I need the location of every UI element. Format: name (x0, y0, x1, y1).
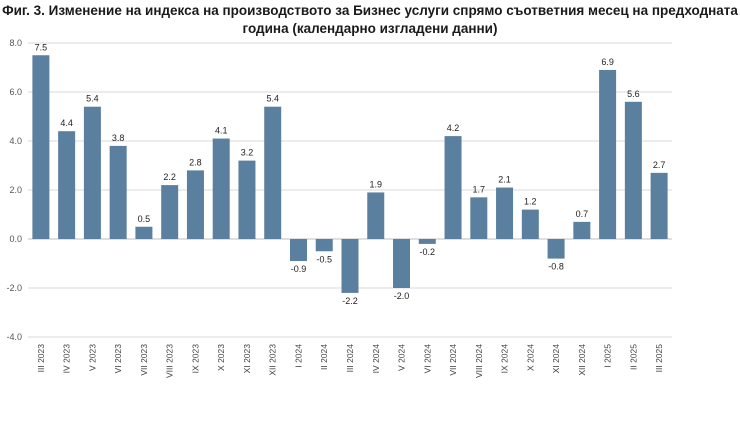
x-tick-label: V 2023 (87, 344, 97, 371)
x-tick-label: IV 2024 (371, 344, 381, 374)
bar (315, 239, 333, 252)
bar (161, 185, 179, 239)
bar (186, 170, 204, 239)
x-tick-label: XII 2023 (268, 344, 278, 376)
bar (367, 192, 385, 239)
chart-title-line-2: година (календарно изгладени данни) (242, 21, 498, 36)
data-label: 2.8 (189, 157, 202, 167)
data-label: 7.5 (35, 42, 48, 52)
data-label: -0.8 (548, 262, 564, 272)
chart-title: Фиг. 3. Изменение на индекса на производ… (0, 2, 740, 38)
x-tick-label: II 2025 (628, 344, 638, 370)
bar (341, 239, 359, 293)
data-label: 4.2 (447, 123, 460, 133)
bar (547, 239, 565, 259)
bar (58, 131, 76, 239)
bar (624, 101, 642, 239)
bar (238, 160, 256, 239)
bar (393, 239, 411, 288)
data-label: -0.5 (316, 254, 332, 264)
data-label: 2.1 (498, 175, 511, 185)
x-tick-label: VIII 2023 (165, 344, 175, 378)
x-tick-label: II 2024 (319, 344, 329, 370)
bar (289, 239, 307, 262)
bar (573, 221, 591, 239)
bar (599, 69, 617, 239)
data-label: 4.1 (215, 126, 228, 136)
y-tick-label: 0.0 (9, 234, 22, 244)
data-label: 4.4 (60, 118, 73, 128)
data-label: -0.2 (420, 247, 436, 257)
data-label: 1.7 (473, 184, 486, 194)
x-tick-label: III 2024 (345, 344, 355, 373)
data-label: 3.8 (112, 133, 125, 143)
x-tick-label: X 2023 (216, 344, 226, 371)
x-tick-label: III 2025 (654, 344, 664, 373)
bar (521, 209, 539, 239)
bar (109, 145, 127, 239)
x-tick-label: III 2023 (36, 344, 46, 373)
x-tick-label: XI 2024 (551, 344, 561, 374)
bar (212, 138, 230, 239)
x-tick-label: XI 2023 (242, 344, 252, 374)
y-tick-label: -2.0 (6, 283, 22, 293)
x-tick-label: V 2024 (397, 344, 407, 371)
x-tick-label: I 2024 (293, 344, 303, 368)
y-tick-label: 8.0 (9, 38, 22, 48)
x-tick-label: VII 2023 (139, 344, 149, 376)
bar (135, 226, 153, 239)
bar (470, 197, 488, 239)
x-tick-label: I 2025 (603, 344, 613, 368)
x-tick-label: IV 2023 (62, 344, 72, 374)
x-tick-label: XII 2024 (577, 344, 587, 376)
x-tick-label: X 2024 (525, 344, 535, 371)
bar (264, 106, 282, 239)
data-label: 5.4 (266, 94, 279, 104)
y-tick-label: 6.0 (9, 87, 22, 97)
x-tick-label: VI 2024 (422, 344, 432, 374)
bar (418, 239, 436, 244)
chart-title-line-1: Фиг. 3. Изменение на индекса на производ… (2, 3, 738, 18)
bar (83, 106, 101, 239)
data-label: -2.0 (394, 291, 410, 301)
data-label: -2.2 (342, 296, 358, 306)
data-label: -0.9 (291, 264, 307, 274)
data-label: 0.5 (138, 214, 151, 224)
x-tick-label: IX 2024 (500, 344, 510, 374)
x-tick-label: VI 2023 (113, 344, 123, 374)
data-label: 3.2 (241, 148, 254, 158)
data-label: 2.7 (653, 160, 666, 170)
data-label: 5.6 (627, 89, 640, 99)
data-label: 5.4 (86, 94, 99, 104)
data-label: 1.2 (524, 197, 537, 207)
data-label: 0.7 (576, 209, 589, 219)
bar (650, 172, 668, 239)
data-label: 6.9 (601, 57, 614, 67)
bar (32, 55, 50, 239)
data-label: 1.9 (370, 179, 383, 189)
x-tick-label: VIII 2024 (474, 344, 484, 378)
y-tick-label: 4.0 (9, 136, 22, 146)
y-tick-label: -4.0 (6, 332, 22, 342)
x-tick-label: IX 2023 (190, 344, 200, 374)
data-label: 2.2 (163, 172, 176, 182)
bar (444, 136, 462, 239)
x-tick-label: VII 2024 (448, 344, 458, 376)
bar (496, 187, 514, 239)
y-tick-label: 2.0 (9, 185, 22, 195)
